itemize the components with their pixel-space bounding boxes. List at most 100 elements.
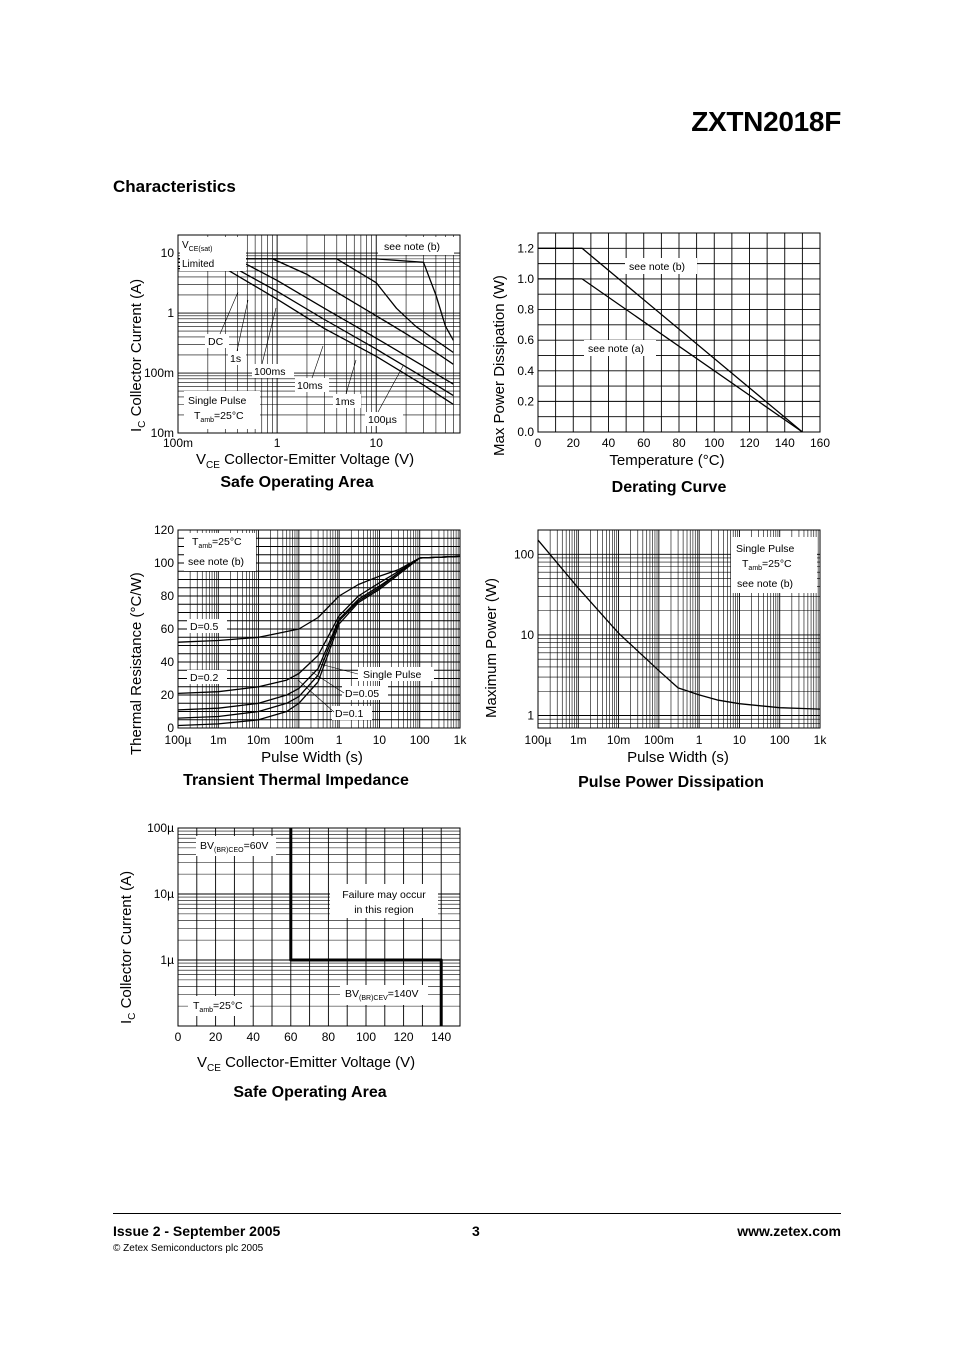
- footer-url[interactable]: www.zetex.com: [737, 1223, 841, 1239]
- y-tick-label: 100µ: [147, 821, 174, 835]
- derating-note-b-label: see note (b): [629, 261, 685, 273]
- chart-pulse-power-dissipation: 100µ 1m 10m 100m 1 10 100 1k 1 10 100 Maximum Powe…: [483, 529, 827, 791]
- x-tick-label: 120: [394, 1030, 414, 1044]
- thermal-title: Transient Thermal Impedance: [183, 772, 409, 789]
- x-tick-label: 100µ: [165, 733, 192, 747]
- y-tick-label: 1: [167, 306, 174, 320]
- x-tick-label: 40: [247, 1030, 261, 1044]
- thermal-tamb-label: Tamb=25°C: [192, 536, 242, 550]
- series-line-10ms: [178, 258, 454, 365]
- thermal-series: [177, 555, 461, 727]
- y-tick-label: 0.2: [517, 394, 534, 408]
- derating-series: [538, 247, 803, 433]
- derating-tick-labels: 0 20 40 60 80 100 120 140 160 0.0 0.2 0.4 0.6 0.8 1.0 1…: [517, 241, 830, 450]
- y-tick-label: 1: [527, 709, 534, 723]
- y-tick-label: 10m: [151, 426, 174, 440]
- x-tick-label: 120: [739, 436, 759, 450]
- x-tick-label: 20: [567, 436, 581, 450]
- x-tick-label: 100: [770, 733, 790, 747]
- x-tick-label: 80: [322, 1030, 336, 1044]
- pulse-title: Pulse Power Dissipation: [578, 774, 764, 791]
- soa2-tamb-label: Tamb=25°C: [193, 1000, 243, 1014]
- x-tick-label: 10: [373, 733, 387, 747]
- thermal-y-axis-label: Thermal Resistance (°C/W): [128, 572, 145, 755]
- chart-derating-curve: 0 20 40 60 80 100 120 140 160 0.0 0.2 0.4 0.6 0.8 1.0 1…: [491, 232, 830, 496]
- x-tick-label: 40: [602, 436, 616, 450]
- y-tick-label: 100: [154, 556, 174, 570]
- y-tick-label: 0.4: [517, 364, 534, 378]
- series-line-d-0-05: [177, 555, 461, 719]
- vce-sat-label: VCE(sat): [182, 240, 212, 253]
- soa-note-bg: [378, 237, 454, 255]
- y-tick-label: 1.0: [517, 272, 534, 286]
- thermal-plot-frame: [177, 529, 461, 729]
- derating-x-axis-label: Temperature (°C): [609, 452, 724, 469]
- soa-x-axis-label: VCE Collector-Emitter Voltage (V): [196, 451, 414, 471]
- single-pulse-label: Single Pulse: [363, 669, 422, 681]
- d02-label: D=0.2: [190, 672, 218, 684]
- x-tick-label: 60: [637, 436, 651, 450]
- x-tick-label: 10m: [247, 733, 270, 747]
- y-tick-label: 100: [514, 547, 534, 561]
- failure-label-line2: in this region: [354, 904, 414, 916]
- x-tick-label: 100: [356, 1030, 376, 1044]
- 100ms-label: 100ms: [254, 366, 286, 378]
- series-line-single-pulse: [537, 539, 821, 710]
- limited-label: Limited: [182, 259, 214, 270]
- x-tick-label: 100: [704, 436, 724, 450]
- soa2-plot-frame: [177, 827, 461, 1027]
- 100us-label: 100µs: [368, 414, 397, 426]
- derating-title: Derating Curve: [612, 479, 727, 496]
- y-tick-label: 40: [161, 655, 175, 669]
- x-tick-label: 1: [274, 436, 281, 450]
- y-tick-label: 10: [521, 628, 535, 642]
- 1s-label: 1s: [230, 353, 241, 365]
- x-tick-label: 100m: [163, 436, 193, 450]
- soa2-series: [289, 828, 443, 1026]
- y-tick-label: 1µ: [160, 953, 174, 967]
- soa-title: Safe Operating Area: [220, 474, 373, 491]
- series-line-see-note-b-: [538, 247, 803, 433]
- x-tick-label: 80: [672, 436, 686, 450]
- d005-label: D=0.05: [345, 688, 379, 700]
- bvcev-label: BV(BR)CEV=140V: [345, 988, 418, 1002]
- chart-transient-thermal-impedance: 100µ 1m 10m 100m 1 10 100 1k 0 20 40 60 80 100 120 The…: [128, 523, 467, 789]
- x-tick-label: 1: [336, 733, 343, 747]
- pulse-y-axis-label: Maximum Power (W): [483, 578, 500, 718]
- y-tick-label: 10µ: [154, 887, 174, 901]
- x-tick-label: 1: [696, 733, 703, 747]
- x-tick-label: 10: [733, 733, 747, 747]
- y-tick-label: 0: [167, 721, 174, 735]
- y-tick-label: 100m: [144, 366, 174, 380]
- x-tick-label: 1m: [210, 733, 227, 747]
- x-tick-label: 10: [370, 436, 384, 450]
- y-tick-label: 0.6: [517, 333, 534, 347]
- footer-issue: Issue 2 - September 2005: [113, 1223, 281, 1239]
- pulse-series: [537, 539, 821, 710]
- y-tick-label: 10: [161, 246, 175, 260]
- thermal-leader-lines: [297, 663, 359, 713]
- series-line-see-note-a-: [538, 278, 803, 433]
- soa2-title: Safe Operating Area: [233, 1084, 386, 1101]
- footer-page-number: 3: [472, 1223, 480, 1239]
- y-tick-label: 120: [154, 523, 174, 537]
- y-tick-label: 20: [161, 688, 175, 702]
- vce-sat-label-bg: [180, 237, 246, 271]
- x-tick-label: 1k: [454, 733, 468, 747]
- y-tick-label: 0.8: [517, 303, 534, 317]
- dc-label: DC: [208, 336, 224, 348]
- thermal-tick-labels: 100µ 1m 10m 100m 1 10 100 1k 0 20 40 60 80 100 120: [154, 523, 467, 747]
- series-line-d-0-5: [177, 555, 461, 643]
- x-tick-label: 10m: [607, 733, 630, 747]
- x-tick-label: 20: [209, 1030, 223, 1044]
- d05-label: D=0.5: [190, 621, 218, 633]
- y-tick-label: 1.2: [517, 241, 534, 255]
- x-tick-label: 100m: [644, 733, 674, 747]
- soa2-tick-labels: 0 20 40 60 80 100 120 140 1µ 10µ 100µ: [147, 821, 451, 1044]
- series-line-d-0-2: [177, 555, 461, 695]
- x-tick-label: 140: [775, 436, 795, 450]
- soa-tamb-label: Tamb=25°C: [194, 410, 244, 424]
- d01-label: D=0.1: [335, 708, 363, 720]
- derating-y-axis-label: Max Power Dissipation (W): [491, 275, 508, 456]
- pulse-x-axis-label: Pulse Width (s): [627, 749, 729, 766]
